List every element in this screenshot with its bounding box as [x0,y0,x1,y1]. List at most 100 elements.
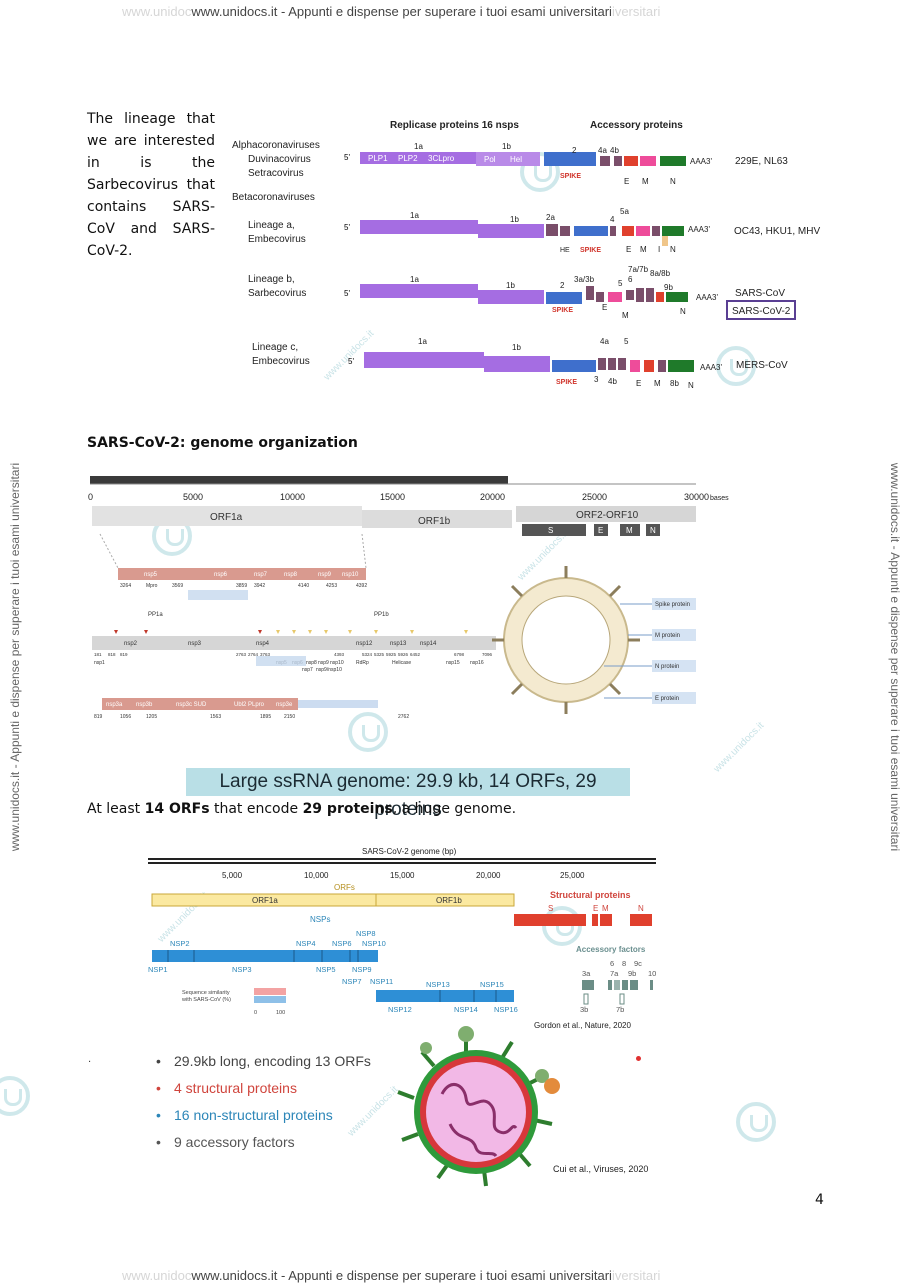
fig3-nsps-label: NSPs [310,915,330,924]
mid-num: 5325 [374,652,385,657]
genome-facts-list: • 29.9kb long, encoding 13 ORFs • 4 struct… [156,1048,371,1156]
nsp10-label: NSP10 [362,939,386,948]
fact-item: • 29.9kb long, encoding 13 ORFs [156,1048,371,1075]
nsp9-label: NSP9 [352,965,372,974]
orf2-10-label: ORF2-ORF10 [576,510,639,521]
orf1b-label: ORF1b [418,516,451,527]
acc-9b: 9b [628,969,636,978]
alpha-gene-plp1: PLP1 [368,154,388,163]
lineage-b-label-6: 6 [628,275,633,284]
mid-nsp3: nsp3 [188,641,202,647]
tick-0: 0 [88,492,93,502]
lineage-c-label-1b: 1b [512,343,521,352]
alpha-gene-hel: Hel [510,155,522,164]
mid-sub-nsp9-10: nsp9/nsp10 [316,667,342,673]
fig3-tick-20000: 20,000 [476,871,501,880]
genome-summary-banner: Large ssRNA genome: 29.9 kb, 14 ORFs, 29… [186,768,630,820]
fig3-orf1a: ORF1a [252,896,278,905]
stray-dot: . [88,1054,92,1065]
mid-nsp2: nsp2 [124,641,138,647]
top-num: 4140 [298,583,309,589]
fact-item: • 16 non-structural proteins [156,1102,371,1129]
lineage-a-line1: Lineage a, [248,220,295,231]
fact-item: • 4 structural proteins [156,1075,371,1102]
bottom-nsp3c: nsp3c SUD [176,702,207,708]
sars-cov-2-virion-illustration [397,1026,560,1187]
fact-text: 9 accessory factors [174,1134,295,1150]
nsp8-label: NSP8 [356,929,376,938]
top-nsp6: nsp6 [214,572,228,578]
mid-nsp14: nsp14 [420,641,437,647]
header-watermark: www.unidocwww.unidocs.it - Appunti e dis… [122,4,661,19]
top-num: 4253 [326,583,337,589]
mid-num: 2764 [248,652,259,657]
lineage-a-he: HE [560,247,570,254]
acc-10: 10 [648,969,656,978]
mid-num: 3763 [260,652,271,657]
virus-sars-cov-2: SARS-CoV-2 [732,306,791,317]
lineage-a-n: N [670,245,676,254]
footer-site: www.unidocs.it [191,1268,278,1283]
nsp14-label: NSP14 [454,1005,478,1014]
lineage-b-label-1a: 1a [410,275,419,284]
summary-mid: that encode [209,801,303,817]
right-vertical-watermark: www.unidocs.it - Appunti e dispense per … [888,462,902,852]
accessory-label: Accessory factors [576,945,646,954]
lineage-a-label-5a: 5a [620,207,629,216]
lineage-b-genome-row: 5' 1a 1b 2 3a/3b 5 6 7a/7b 8a/8b 9b SPIK… [344,265,796,320]
lineage-a-genome-row: 5' 1a 1b 2a 4 5a HE SPIKE E M I N AAA3' … [344,207,820,254]
alpha-gene-3clpro: 3CLpro [428,154,455,163]
summary-sentence: At least 14 ORFs that encode 29 proteins… [87,798,516,820]
bullet-dot: • [156,1053,161,1069]
alpha-e-label: E [624,177,629,186]
top-nsp7: nsp7 [254,572,268,578]
struct-n: N [638,904,644,913]
lineage-c-m: M [654,379,661,388]
section-title-genome-organization: SARS-CoV-2: genome organization [87,435,358,451]
virus-mers-cov: MERS-CoV [736,360,788,371]
alpha-sub2: Setracovirus [248,168,304,179]
footer-tagline: Appunti e dispense per superare i tuoi e… [288,1268,612,1283]
legend-title2: with SARS-CoV (%) [181,997,231,1003]
left-wm-site: www.unidocs.it [8,771,22,852]
gene-m: M [626,526,633,535]
struct-s: S [548,904,553,913]
lineage-b-label-7a7b: 7a/7b [628,265,649,274]
header-ghost-left: www.unidoc [122,4,192,19]
fig3-orfs-label: ORFs [334,883,355,892]
fig3-tick-5000: 5,000 [222,871,243,880]
fact-item: • 9 accessory factors [156,1129,371,1156]
acc-6: 6 [610,959,614,968]
acc-9c: 9c [634,959,642,968]
genome-organization-figure: 0 5000 10000 15000 20000 25000 30000 bas… [88,476,729,720]
footer-watermark: www.unidocwww.unidocs.it - Appunti e dis… [122,1268,661,1283]
alpha-label-4b: 4b [610,146,619,155]
mid-nsp12: nsp12 [356,641,373,647]
virion-illustration [492,566,640,714]
fig4-citation: Cui et al., Viruses, 2020 [553,1164,649,1174]
lineage-b-label-2: 2 [560,281,565,290]
tick-20000: 20000 [480,492,505,502]
lineage-c-line1: Lineage c, [252,342,298,353]
acc-3b: 3b [580,1005,588,1014]
right-wm-site: www.unidocs.it [888,462,902,543]
lineage-c-label-3: 3 [594,375,599,384]
virus-sars-cov: SARS-CoV [735,288,785,299]
mid-num: 819 [120,652,128,657]
bottom-num: 1056 [120,714,131,720]
lineage-b-label-3a3b: 3a/3b [574,275,595,284]
lineage-a-label-1a: 1a [410,211,419,220]
bullet-dot: • [156,1080,161,1096]
bottom-num: 1205 [146,714,157,720]
alpha-label-1a: 1a [414,142,423,151]
lineage-a-spike: SPIKE [580,247,601,254]
mid-nsp4: nsp4 [256,641,270,647]
watermark-logo-icon [716,346,756,386]
pp1b-label: PP1b [374,612,389,618]
lineage-c-label-4a: 4a [600,337,609,346]
nsp6-label: NSP6 [332,939,352,948]
mid-num: 181 [94,652,102,657]
bottom-num: 2762 [398,714,409,720]
struct-e: E [593,904,598,913]
virus-lineage-a: OC43, HKU1, MHV [734,226,820,237]
